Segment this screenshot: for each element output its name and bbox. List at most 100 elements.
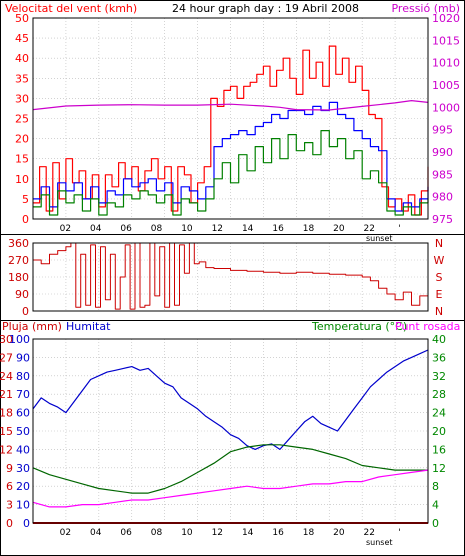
time-tick-label: 22 <box>364 224 375 234</box>
direction-tick-label: 0 <box>22 305 29 318</box>
rain-tick-label: 0 <box>6 517 13 530</box>
time-tick-label: 12 <box>212 224 223 234</box>
time-tick-label: 14 <box>242 528 254 538</box>
humidity-tick-label: 90 <box>16 351 30 364</box>
humidity-tick-label: 50 <box>16 425 30 438</box>
time-tick-label: 08 <box>151 224 163 234</box>
temperature-tick-label: 36 <box>432 351 446 364</box>
wind-tick-label: 0 <box>22 213 29 226</box>
rain-tick-label: 3 <box>6 499 13 512</box>
temperature-tick-label: 24 <box>432 407 446 420</box>
direction-tick-label: 180 <box>8 271 29 284</box>
time-tick-label: 02 <box>60 528 71 538</box>
compass-label: S <box>436 271 443 284</box>
rain-axis-label: Pluja (mm) <box>2 320 62 333</box>
time-tick-label: 12 <box>212 528 223 538</box>
pressure-tick-label: 995 <box>432 124 453 137</box>
tick-layer: 0510152025303540455097598098599099510001… <box>0 12 460 538</box>
pressure-axis-label: Pressió (mb) <box>391 2 460 15</box>
temperature-tick-label: 28 <box>432 388 446 401</box>
humidity-tick-label: 0 <box>23 517 30 530</box>
direction-tick-label: 270 <box>8 254 29 267</box>
humidity-tick-label: 100 <box>9 333 30 346</box>
time-tick-label: 20 <box>333 224 345 234</box>
rain-tick-label: 6 <box>6 480 13 493</box>
humidity-tick-label: 60 <box>16 407 30 420</box>
humidity-tick-label: 70 <box>16 388 30 401</box>
humidity-tick-label: 80 <box>16 370 30 383</box>
compass-label: N <box>435 237 443 250</box>
wind-tick-label: 30 <box>15 92 29 105</box>
time-tick-label: 06 <box>120 224 132 234</box>
graph-title: 24 hour graph day : 19 Abril 2008 <box>172 2 359 15</box>
pressure-tick-label: 990 <box>432 146 453 159</box>
wind-tick-label: 20 <box>15 133 29 146</box>
compass-label: E <box>436 288 443 301</box>
humidity-tick-label: 10 <box>16 499 30 512</box>
time-tick-label: 16 <box>272 224 284 234</box>
wind-tick-label: 45 <box>15 32 29 45</box>
temperature-axis-label: Temperatura (°C) <box>311 320 407 333</box>
rain-tick-label: 24 <box>0 370 13 383</box>
climate-series-humidity <box>32 349 429 450</box>
humidity-axis-label: Humitat <box>66 320 111 333</box>
time-tick-label: 02 <box>60 224 71 234</box>
time-tick-label: 08 <box>151 528 163 538</box>
wind-tick-label: 35 <box>15 72 29 85</box>
rain-tick-label: 21 <box>0 388 13 401</box>
axis-layer <box>32 17 429 524</box>
direction-tick-label: 90 <box>15 288 29 301</box>
temperature-tick-label: 12 <box>432 462 446 475</box>
pressure-tick-label: 1010 <box>432 57 460 70</box>
rain-tick-label: 15 <box>0 425 13 438</box>
sunset-label-3: sunset <box>366 538 393 547</box>
pressure-tick-label: 980 <box>432 191 453 204</box>
time-tick-label: 18 <box>303 224 315 234</box>
wind-tick-label: 10 <box>15 173 29 186</box>
time-tick-label: ' <box>398 224 400 234</box>
wind-tick-label: 5 <box>22 193 29 206</box>
temperature-tick-label: 0 <box>432 517 439 530</box>
time-tick-label: ' <box>398 528 400 538</box>
pressure-tick-label: 975 <box>432 213 453 226</box>
temperature-tick-label: 40 <box>432 333 446 346</box>
temperature-tick-label: 32 <box>432 370 446 383</box>
time-tick-label: 04 <box>90 528 102 538</box>
climate-series-temperature <box>32 444 428 494</box>
compass-label: N <box>435 305 443 318</box>
panel-2-frame <box>0 234 465 321</box>
temperature-tick-label: 8 <box>432 480 439 493</box>
time-tick-label: 22 <box>364 528 375 538</box>
time-tick-label: 04 <box>90 224 102 234</box>
pressure-tick-label: 1015 <box>432 34 460 47</box>
wind-tick-label: 50 <box>15 12 29 25</box>
pressure-tick-label: 1000 <box>432 101 460 114</box>
rain-tick-label: 27 <box>0 351 13 364</box>
direction-tick-label: 360 <box>8 237 29 250</box>
rain-tick-label: 12 <box>0 443 13 456</box>
temperature-tick-label: 20 <box>432 425 446 438</box>
rain-tick-label: 30 <box>0 333 13 346</box>
wind-tick-label: 15 <box>15 153 29 166</box>
pressure-tick-label: 985 <box>432 168 453 181</box>
time-tick-label: 20 <box>333 528 345 538</box>
wind-tick-label: 40 <box>15 52 29 65</box>
pressure-tick-label: 1005 <box>432 79 460 92</box>
time-tick-label: 14 <box>242 224 254 234</box>
climate-series-dewpoint <box>32 469 429 508</box>
wind-tick-label: 25 <box>15 113 29 126</box>
time-tick-label: 16 <box>272 528 284 538</box>
time-tick-label: 10 <box>181 224 193 234</box>
pressure-tick-label: 1020 <box>432 12 460 25</box>
temperature-tick-label: 16 <box>432 443 446 456</box>
rain-tick-label: 9 <box>6 462 13 475</box>
sunset-label-1: sunset <box>366 234 393 243</box>
time-tick-label: 06 <box>120 528 132 538</box>
grid-layer <box>33 18 428 523</box>
climate-plot-area <box>32 338 429 524</box>
wind-plot-area <box>32 17 429 220</box>
time-tick-label: 18 <box>303 528 315 538</box>
wind-series-pressure <box>32 100 429 111</box>
wind-series-wind_avg <box>33 130 429 216</box>
